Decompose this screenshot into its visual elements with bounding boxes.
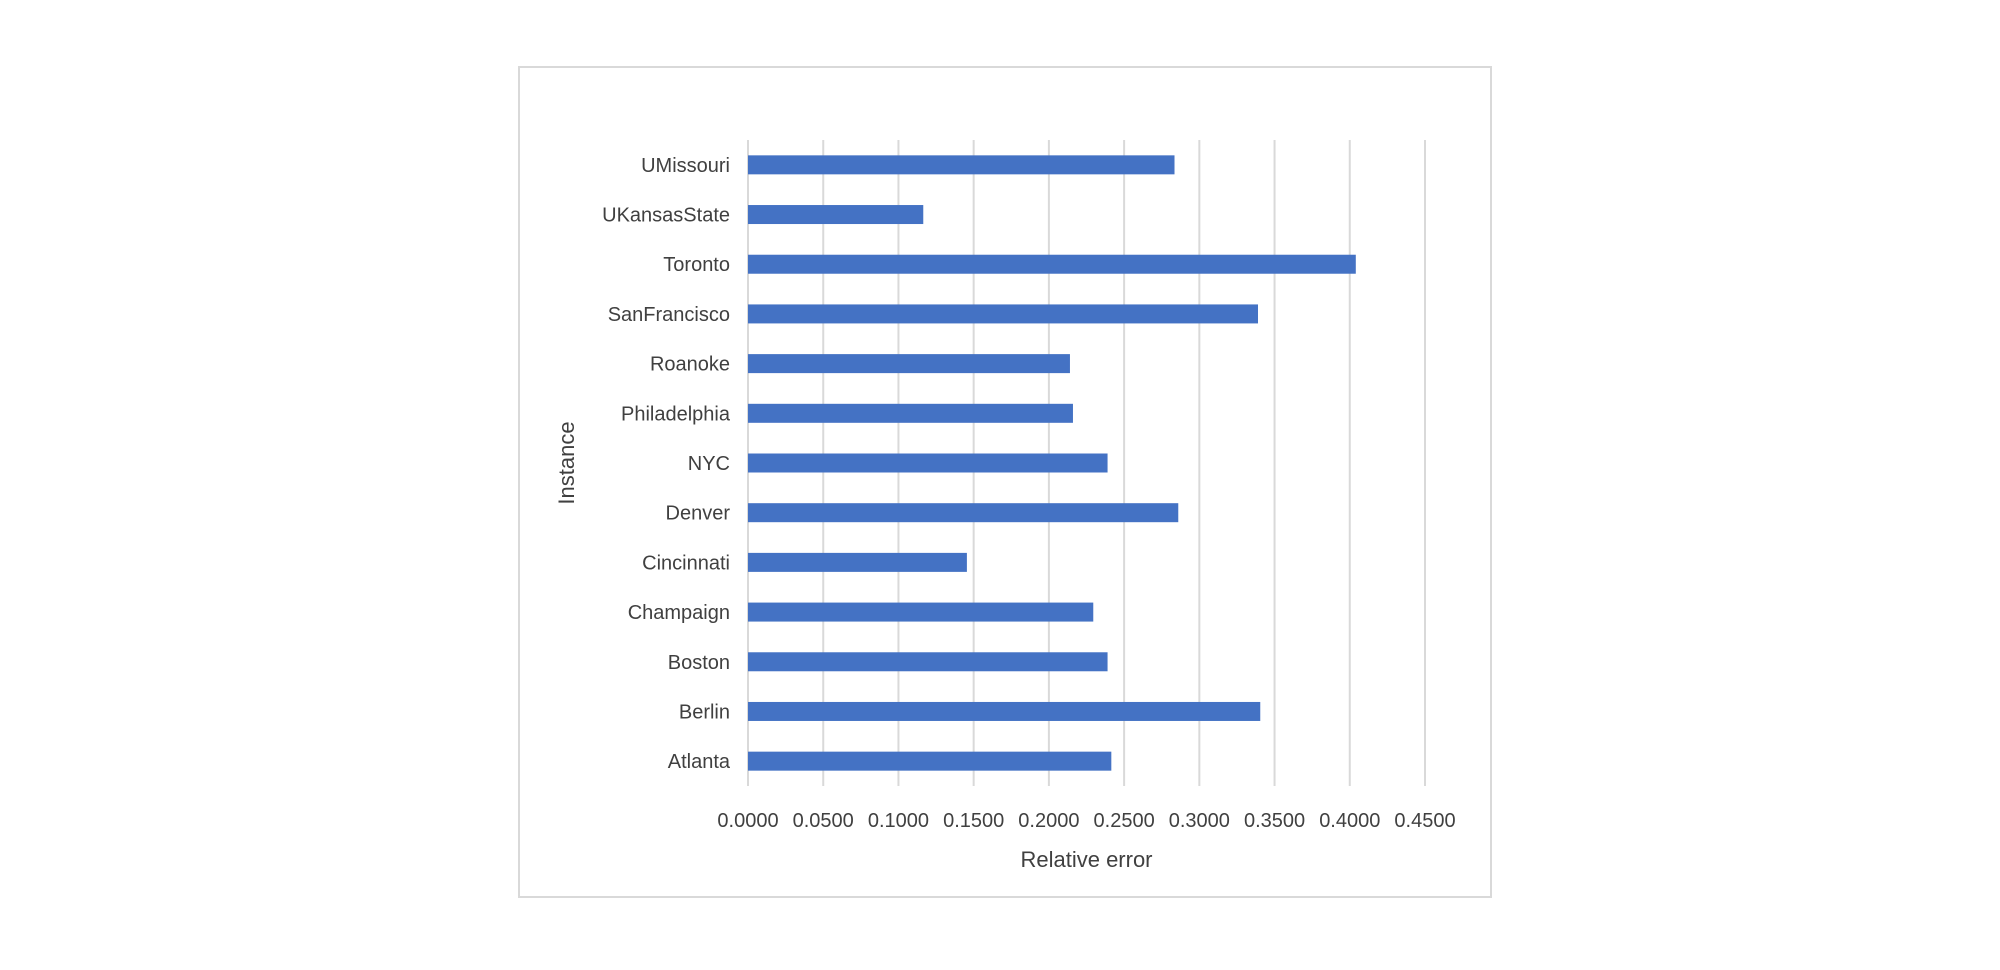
category-label: Atlanta — [668, 751, 731, 773]
bar — [748, 602, 1094, 622]
category-label: Cincinnati — [642, 552, 730, 574]
bar — [748, 652, 1108, 672]
x-tick-label: 0.4500 — [1394, 810, 1455, 832]
y-axis-title: Instance — [554, 421, 579, 504]
category-label: Toronto — [663, 254, 730, 276]
x-tick-label: 0.2000 — [1018, 810, 1079, 832]
x-tick-label: 0.1500 — [943, 810, 1004, 832]
category-labels: UMissouri UKansasState Toronto SanFrancisco… — [602, 155, 731, 773]
category-label: Champaign — [628, 602, 730, 624]
bar — [748, 155, 1175, 175]
x-tick-label: 0.4000 — [1319, 810, 1380, 832]
category-label: SanFrancisco — [608, 304, 730, 326]
bar — [748, 205, 924, 225]
bar — [748, 304, 1259, 324]
bar — [748, 751, 1112, 771]
category-label: Boston — [668, 652, 730, 674]
x-tick-label: 0.3500 — [1244, 810, 1305, 832]
bar — [748, 354, 1070, 374]
x-tick-label: 0.1000 — [868, 810, 929, 832]
category-label: UKansasState — [602, 205, 730, 227]
category-label: Denver — [666, 503, 731, 525]
x-tick-labels: 0.0000 0.0500 0.1000 0.1500 0.2000 0.2500 0.30… — [717, 810, 1455, 832]
chart-area: UMissouri UKansasState Toronto SanFrancisco… — [518, 66, 1492, 898]
x-tick-label: 0.0500 — [793, 810, 854, 832]
bar — [748, 552, 967, 572]
category-label: Roanoke — [650, 354, 730, 376]
category-label: Berlin — [679, 701, 730, 723]
category-label: UMissouri — [641, 155, 730, 177]
category-label: Philadelphia — [621, 403, 731, 425]
bar — [748, 403, 1073, 423]
category-label: NYC — [688, 453, 730, 475]
bars — [748, 155, 1356, 771]
x-tick-label: 0.0000 — [717, 810, 778, 832]
bar — [748, 503, 1179, 523]
bar — [748, 453, 1108, 473]
bar-chart: UMissouri UKansasState Toronto SanFrancisco… — [554, 140, 1456, 872]
x-tick-label: 0.2500 — [1094, 810, 1155, 832]
bar — [748, 701, 1261, 721]
x-tick-label: 0.3000 — [1169, 810, 1230, 832]
bar — [748, 254, 1356, 274]
x-axis-title: Relative error — [1020, 847, 1152, 872]
